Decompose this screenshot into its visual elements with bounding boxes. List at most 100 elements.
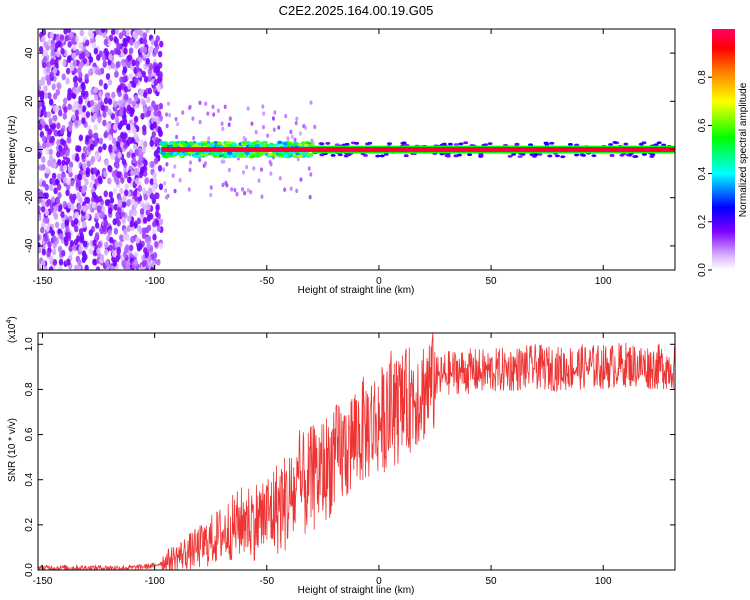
- spectrogram-cell: [310, 138, 314, 143]
- spectrogram-cell: [227, 167, 231, 173]
- spectrogram-cell: [641, 141, 647, 145]
- spectrogram-cell: [153, 157, 159, 165]
- x-tick-label: 50: [486, 276, 498, 287]
- spectrogram-cell: [119, 99, 124, 107]
- spectrogram-cell: [266, 133, 270, 138]
- snr-frame: [37, 332, 676, 571]
- spectrogram-cell: [108, 165, 113, 173]
- colorbar-tick-label: 0.0: [697, 263, 708, 277]
- spectrogram-cell: [319, 142, 325, 146]
- spectrogram-cell: [53, 114, 58, 122]
- spectrogram-cell: [163, 181, 167, 186]
- spectrogram-cell: [119, 234, 124, 242]
- spectrogram-cell: [212, 112, 216, 117]
- spectrogram-cell: [116, 42, 121, 50]
- spectrogram-cell: [85, 39, 90, 47]
- spectrogram-cell: [609, 154, 615, 157]
- spectrogram-cell: [67, 202, 72, 209]
- spectrogram-cell: [91, 191, 97, 199]
- spectrogram-cell: [97, 68, 102, 76]
- spectrogram-cell: [298, 131, 302, 136]
- spectrogram-cell: [41, 243, 46, 251]
- spectrogram-cell: [176, 121, 180, 127]
- spectrogram-cell: [103, 248, 109, 256]
- spectrogram-cell: [149, 111, 155, 119]
- spectrogram-cell: [78, 134, 84, 142]
- spectrogram-cell: [53, 213, 59, 220]
- spectrogram-cell: [49, 255, 54, 263]
- spectrogram-cell: [51, 172, 57, 180]
- spectrogram-cell: [108, 191, 114, 198]
- x-tick-label: -100: [145, 276, 165, 287]
- spectrogram-cell: [147, 87, 153, 95]
- spectrogram-cell: [334, 143, 340, 147]
- spectrogram-cell: [308, 194, 312, 200]
- spectrogram-cell: [57, 173, 62, 181]
- spectrogram-cell: [54, 58, 59, 66]
- spectrogram-cell: [61, 159, 66, 167]
- spectrogram-cell: [96, 103, 101, 111]
- spectrogram-cell: [101, 205, 106, 213]
- spectrogram-cell: [74, 119, 79, 127]
- spectrogram-cell: [453, 143, 459, 146]
- spectrogram-cell: [52, 259, 58, 266]
- spectrogram-cell: [43, 49, 48, 56]
- spectrogram-cell: [81, 220, 87, 228]
- spectrogram-cell: [117, 207, 122, 214]
- spectrogram-cell: [112, 144, 117, 152]
- spectrogram-cell: [295, 188, 299, 194]
- spectrogram-cell: [100, 29, 106, 34]
- spectrogram-cell: [134, 177, 140, 185]
- spectrogram-cell: [325, 141, 331, 145]
- spectrogram-cell: [112, 218, 117, 226]
- spectrogram-cell: [63, 106, 68, 114]
- spectrogram-cell: [151, 228, 157, 236]
- spectrogram-cell: [49, 31, 54, 39]
- spectrogram-cell: [43, 235, 48, 242]
- spectrogram-cell: [158, 71, 163, 78]
- spectrogram-cell: [84, 264, 89, 270]
- spectrogram-cell: [517, 155, 523, 159]
- spectrogram-cell: [81, 105, 87, 113]
- spectrogram-cell: [102, 61, 107, 68]
- spectrogram-cell: [117, 84, 122, 92]
- spectrogram-cell: [299, 177, 303, 182]
- spectrogram-cell: [128, 244, 134, 252]
- spectrogram-cell: [261, 124, 265, 130]
- spectrogram-cell: [514, 142, 520, 146]
- spectrogram-cell: [50, 136, 55, 143]
- spectrogram-cell: [243, 191, 247, 196]
- spectrogram-cell: [47, 128, 53, 136]
- spectrogram-cell: [102, 225, 107, 232]
- spectrogram-cell: [73, 101, 78, 108]
- spectrogram-cell: [103, 131, 108, 139]
- spectrogram-cell: [198, 100, 202, 106]
- spectrogram-cell: [139, 139, 144, 147]
- x-tick-label: 100: [595, 576, 612, 587]
- y-tick-label: 0.8: [24, 382, 35, 396]
- spectrogram-cell: [149, 178, 154, 186]
- spectrogram-cell: [80, 90, 86, 97]
- spectrogram-cell: [40, 205, 46, 213]
- spectrogram-cell: [116, 246, 121, 254]
- spectrogram-cell: [133, 168, 139, 176]
- spectrogram-cell: [286, 136, 290, 141]
- spectrogram-x-label: Height of straight line (km): [298, 285, 415, 296]
- spectrogram-cell: [89, 143, 95, 151]
- spectrogram-cell: [153, 150, 159, 158]
- spectrogram-cell: [52, 66, 58, 74]
- spectrogram-cell: [127, 82, 132, 90]
- spectrogram-cell: [152, 172, 157, 180]
- spectrogram-cell: [127, 215, 132, 223]
- spectrogram-cell: [121, 158, 127, 166]
- snr-x-label: Height of straight line (km): [298, 585, 415, 596]
- spectrogram-cell: [110, 61, 115, 69]
- spectrogram-cell: [112, 187, 118, 195]
- spectrogram-cell: [80, 52, 85, 59]
- spectrogram-cell: [112, 123, 118, 131]
- spectrogram-cell: [122, 201, 127, 208]
- spectrogram-cell: [195, 154, 201, 159]
- spectrogram-cell: [245, 141, 252, 145]
- spectrogram-cell: [91, 41, 97, 49]
- x-tick-label: 50: [486, 576, 498, 587]
